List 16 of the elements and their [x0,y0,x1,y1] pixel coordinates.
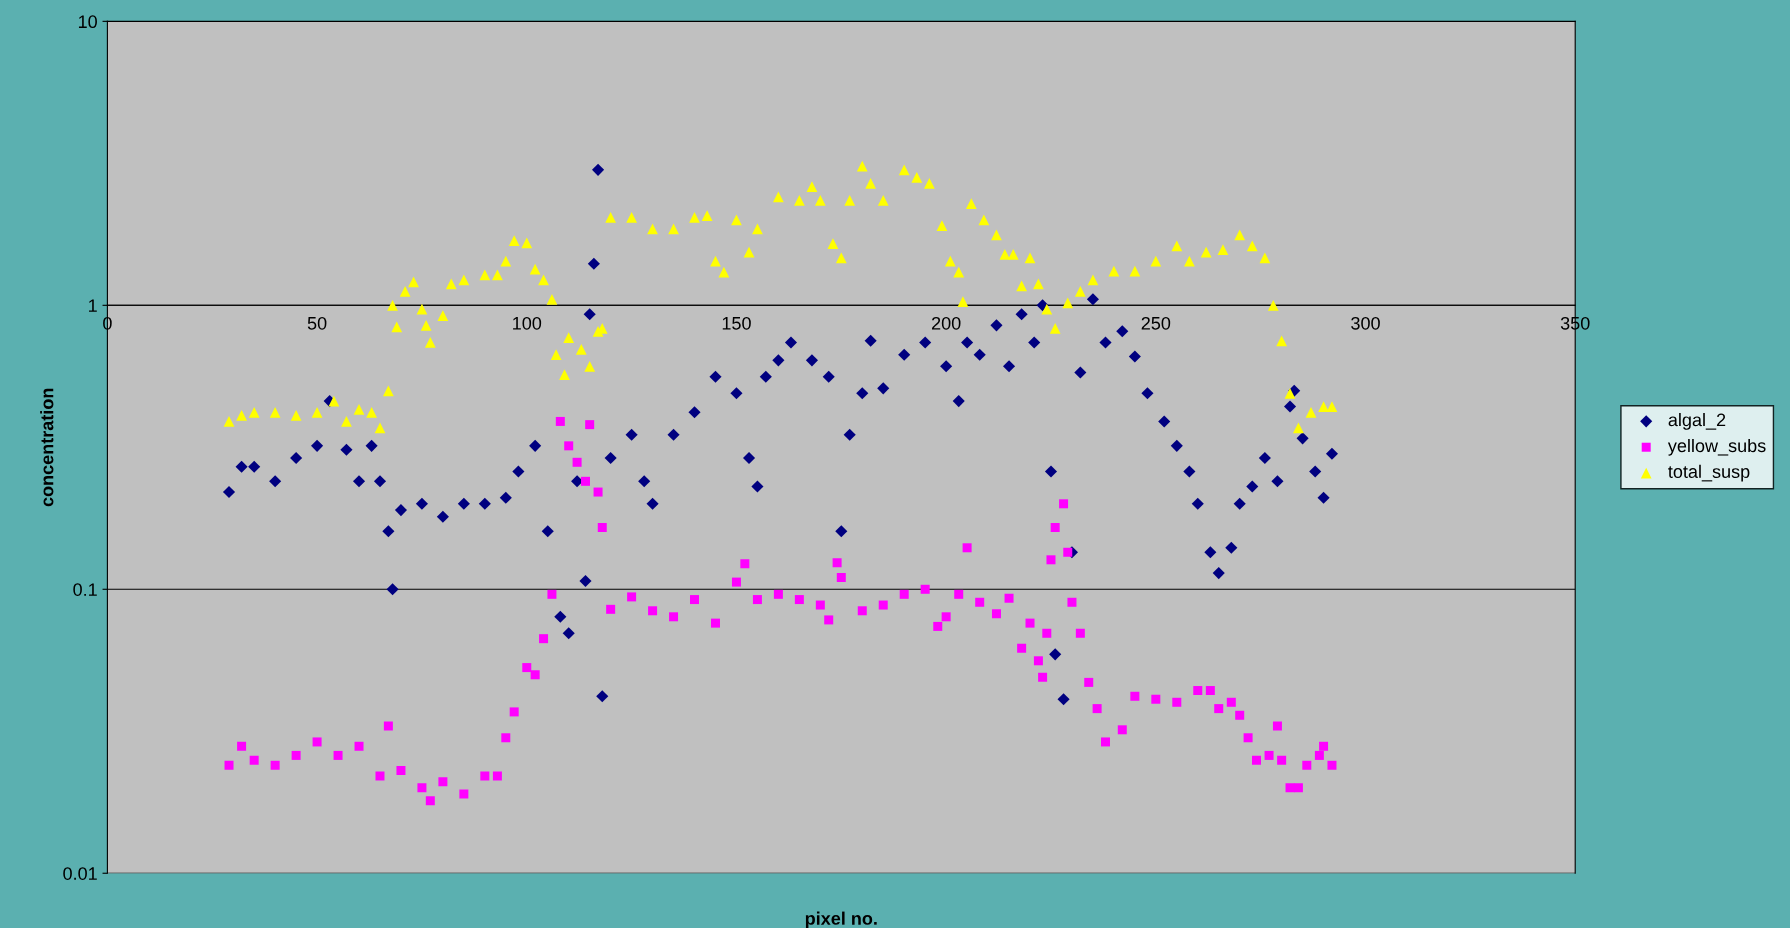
y-tick-label: 1 [89,299,97,312]
y-tick-label: 0.01 [63,867,97,880]
x-tick-label: 150 [722,316,751,330]
x-tick-label: 0 [103,316,112,330]
y-axis-title: concentration [40,388,54,507]
x-tick-label: 300 [1351,316,1380,330]
x-tick-label: 50 [307,316,327,330]
x-tick-label: 200 [931,316,961,330]
x-tick-label: 100 [513,316,542,330]
legend-label: total_susp [1668,464,1750,482]
x-axis-title: pixel no. [805,911,877,928]
y-tick-label: 0.1 [73,583,97,596]
legend-label: algal_2 [1668,413,1726,430]
legend-label: yellow_subs [1667,438,1766,456]
x-tick-label: 250 [1141,316,1171,330]
y-tick-label: 10 [78,15,97,29]
